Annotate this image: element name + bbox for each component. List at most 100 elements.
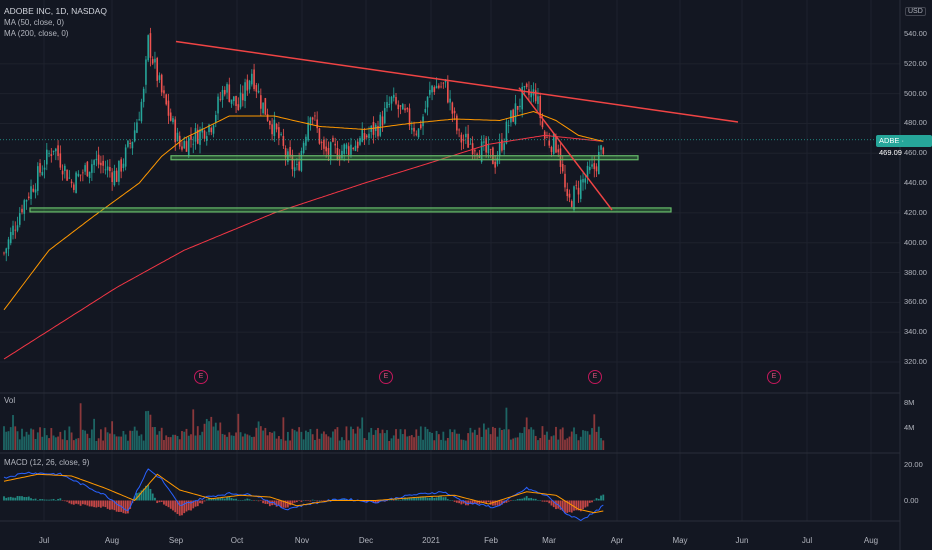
- macd-histogram-bar: [133, 496, 136, 501]
- volume-bar: [307, 432, 310, 450]
- volume-bar: [271, 432, 274, 450]
- candle-body: [347, 146, 350, 155]
- currency-badge[interactable]: USD: [905, 7, 926, 16]
- candle-body: [133, 130, 136, 142]
- ma200-legend[interactable]: MA (200, close, 0): [4, 29, 69, 38]
- macd-histogram-bar: [395, 499, 397, 501]
- macd-histogram-bar: [455, 500, 458, 503]
- macd-histogram-bar: [113, 500, 116, 511]
- macd-histogram-bar: [406, 497, 409, 501]
- volume-bar: [408, 435, 411, 450]
- candle-body: [289, 147, 291, 157]
- ma50-legend[interactable]: MA (50, close, 0): [4, 18, 65, 27]
- macd-histogram-bar: [129, 500, 132, 509]
- candle-body: [280, 134, 282, 135]
- earnings-marker[interactable]: E: [767, 370, 781, 384]
- volume-bar: [537, 440, 539, 450]
- macd-histogram-bar: [142, 488, 145, 501]
- macd-histogram-bar: [246, 498, 249, 501]
- candle-body: [577, 187, 580, 195]
- volume-bar: [368, 432, 370, 450]
- candle-body: [397, 104, 400, 110]
- volume-bar: [501, 430, 503, 450]
- macd-histogram-bar: [298, 500, 301, 501]
- volume-bar: [154, 426, 156, 450]
- volume-bar: [23, 436, 26, 450]
- last-price-ticker: ADBE: [879, 136, 900, 145]
- macd-histogram-bar: [25, 497, 28, 501]
- candle-body: [156, 58, 159, 81]
- macd-histogram-bar: [201, 500, 204, 504]
- volume-bar: [318, 438, 321, 450]
- volume-bar: [136, 430, 138, 450]
- volume-bar: [302, 439, 305, 450]
- time-tick-label: Jun: [735, 536, 749, 545]
- volume-bar: [401, 434, 404, 450]
- grid-lines: [0, 0, 900, 521]
- volume-bar: [45, 435, 48, 450]
- volume-bar: [467, 433, 470, 450]
- candle-body: [111, 172, 113, 183]
- price-tick-label: 480.00: [904, 118, 927, 128]
- macd-histogram-bar: [561, 500, 564, 511]
- volume-bar: [316, 428, 319, 450]
- volume-bar: [156, 434, 159, 450]
- candle-body: [145, 59, 147, 85]
- macd-histogram-bar: [444, 497, 447, 501]
- volume-bar: [573, 427, 575, 450]
- macd-histogram-bar: [451, 500, 454, 501]
- macd-histogram-bar: [149, 488, 152, 501]
- volume-bar: [570, 431, 573, 450]
- macd-histogram-bar: [397, 499, 400, 501]
- candle-body: [501, 139, 503, 151]
- volume-bar: [588, 434, 591, 450]
- macd-histogram-bar: [332, 499, 334, 501]
- candle-body: [48, 153, 50, 154]
- macd-histogram-bar: [476, 500, 479, 504]
- candle-body: [546, 136, 548, 138]
- price-tick-label: 500.00: [904, 88, 927, 98]
- earnings-marker[interactable]: E: [194, 370, 208, 384]
- macd-histogram-bar: [268, 500, 271, 507]
- candle-body: [244, 82, 246, 102]
- volume-bar: [140, 434, 143, 450]
- volume-bar: [417, 435, 420, 450]
- macd-histogram-bar: [54, 500, 57, 501]
- candle-body: [221, 89, 224, 100]
- volume-bar: [386, 430, 388, 450]
- macd-histogram-bar: [570, 500, 573, 513]
- macd-histogram-bar: [106, 500, 109, 509]
- volume-bar: [426, 429, 429, 450]
- candle-body: [296, 164, 298, 166]
- macd-legend[interactable]: MACD (12, 26, close, 9): [4, 458, 90, 467]
- volume-bar: [167, 437, 170, 450]
- volume-bar: [363, 438, 366, 450]
- volume-bar: [341, 437, 343, 450]
- volume-bar: [428, 431, 431, 450]
- vol-legend[interactable]: Vol: [4, 396, 16, 405]
- candle-body: [462, 139, 465, 141]
- candle-body: [311, 117, 314, 120]
- macd-histogram-bar: [163, 500, 165, 505]
- volume-bar: [564, 439, 566, 450]
- earnings-marker[interactable]: E: [588, 370, 602, 384]
- macd-histogram-bar: [399, 500, 402, 501]
- volume-bar: [410, 435, 413, 450]
- macd-tick-label: 20.00: [904, 460, 923, 469]
- candle-body: [97, 154, 100, 165]
- volume-bar: [323, 431, 325, 450]
- candle-body: [512, 109, 514, 122]
- candle-body: [251, 73, 253, 85]
- candle-body: [467, 133, 469, 148]
- candle-body: [165, 94, 168, 105]
- candle-body: [291, 154, 294, 170]
- volume-bar: [350, 426, 352, 450]
- earnings-marker[interactable]: E: [379, 370, 393, 384]
- volume-bar: [72, 440, 75, 450]
- volume-bar: [492, 426, 494, 450]
- candle-body: [185, 141, 188, 152]
- candle-body: [591, 164, 593, 167]
- volume-bar: [70, 432, 73, 450]
- volume-bar: [54, 437, 57, 450]
